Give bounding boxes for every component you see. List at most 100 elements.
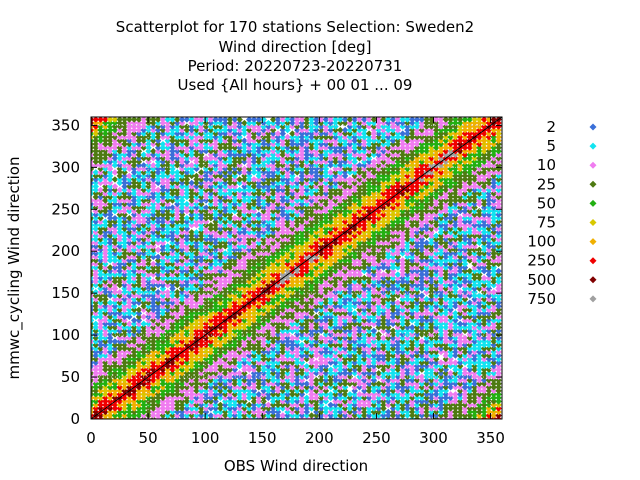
scatter-point: [174, 267, 181, 275]
scatter-point: [178, 401, 186, 409]
scatter-point: [102, 183, 109, 190]
scatter-point: [145, 126, 152, 134]
scatter-point: [121, 348, 128, 356]
scatter-point: [116, 398, 123, 405]
scatter-point: [116, 264, 123, 271]
scatter-point: [97, 288, 104, 296]
scatter-point: [164, 119, 171, 127]
scatter-point: [145, 401, 152, 409]
scatter-point: [97, 239, 104, 247]
scatter-point: [135, 359, 143, 366]
scatter-point: [135, 324, 143, 331]
scatter-point: [116, 310, 123, 317]
scatter-point: [145, 172, 152, 180]
scatter-point: [159, 324, 167, 331]
scatter-point: [111, 176, 119, 183]
scatter-point: [97, 117, 104, 123]
scatter-point: [164, 310, 171, 317]
scatter-point: [116, 236, 123, 243]
title-line-1: Scatterplot for 170 stations Selection: …: [116, 18, 474, 36]
scatter-point: [145, 140, 152, 148]
scatter-point: [121, 408, 128, 416]
scatter-point: [121, 352, 128, 359]
scatter-point: [174, 151, 181, 158]
scatter-point: [135, 172, 143, 180]
scatter-point: [92, 334, 99, 342]
scatter-point: [130, 239, 138, 247]
scatter-point: [126, 334, 133, 342]
scatter-point: [92, 278, 99, 285]
scatter-point: [106, 137, 114, 144]
scatter-point: [111, 278, 119, 285]
scatter-point: [130, 278, 138, 285]
scatter-point: [178, 274, 186, 282]
scatter-point: [106, 352, 114, 359]
scatter-point: [174, 176, 181, 183]
scatter-point: [97, 292, 104, 299]
scatter-point: [130, 126, 138, 134]
scatter-point: [174, 317, 181, 324]
scatter-point: [164, 190, 171, 197]
scatter-point: [159, 186, 167, 194]
scatter-point: [183, 327, 191, 335]
scatter-point: [102, 355, 109, 363]
scatter-point: [140, 313, 147, 321]
scatter-point: [164, 165, 171, 173]
scatter-point: [97, 373, 104, 380]
scatter-point: [145, 232, 152, 239]
scatter-point: [130, 176, 138, 183]
scatter-point: [169, 222, 176, 229]
scatter-point: [164, 348, 171, 356]
scatter-point: [174, 331, 181, 338]
scatter-point: [183, 369, 191, 377]
scatter-point: [111, 243, 119, 250]
scatter-point: [130, 190, 138, 197]
scatter-point: [154, 197, 162, 204]
scatter-point: [174, 193, 181, 201]
scatter-point: [169, 130, 176, 137]
scatter-point: [97, 229, 104, 236]
scatter-point: [145, 331, 152, 338]
scatter-point: [92, 176, 99, 183]
scatter-point: [92, 292, 99, 299]
scatter-point: [140, 186, 147, 194]
scatter-point: [135, 250, 143, 257]
scatter-point: [183, 303, 191, 310]
scatter-point: [92, 211, 99, 218]
scatter-point: [140, 412, 147, 419]
scatter-point: [97, 313, 104, 321]
scatter-point: [174, 264, 181, 271]
scatter-point: [174, 144, 181, 151]
scatter-point: [140, 355, 147, 363]
scatter-point: [178, 200, 186, 208]
scatter-point: [164, 366, 171, 373]
scatter-point: [116, 317, 123, 324]
scatter-point: [106, 229, 114, 236]
scatter-point: [140, 197, 147, 204]
scatter-point: [183, 190, 191, 197]
scatter-point: [102, 225, 109, 232]
scatter-point: [164, 320, 171, 328]
scatter-point: [102, 271, 109, 278]
scatter-point: [102, 133, 109, 141]
scatter-point: [154, 355, 162, 363]
scatter-point: [178, 303, 186, 310]
scatter-point: [135, 352, 143, 359]
scatter-point: [92, 320, 99, 328]
scatter-point: [116, 169, 123, 176]
scatter-point: [97, 324, 104, 331]
scatter-point: [145, 320, 152, 328]
scatter-point: [159, 243, 167, 250]
scatter-point: [97, 123, 104, 130]
scatter-point: [97, 176, 104, 183]
scatter-point: [174, 271, 181, 278]
scatter-point: [154, 257, 162, 264]
scatter-point: [135, 362, 143, 370]
scatter-point: [164, 362, 171, 370]
scatter-point: [130, 179, 138, 187]
scatter-point: [178, 190, 186, 197]
scatter-point: [164, 123, 171, 130]
scatter-point: [130, 296, 138, 303]
scatter-point: [92, 387, 99, 395]
scatter-point: [135, 236, 143, 243]
